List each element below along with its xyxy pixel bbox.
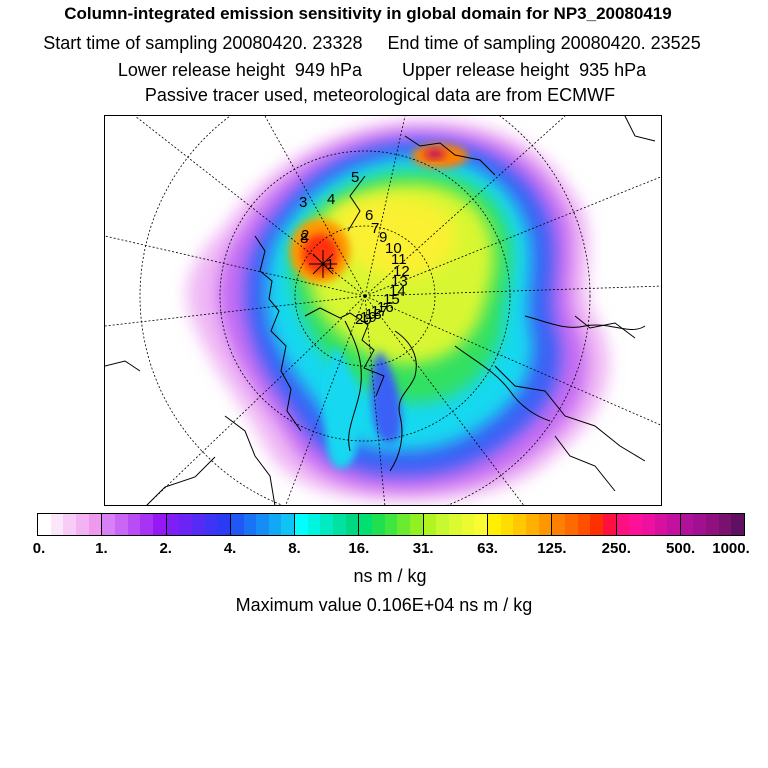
map-title: Column-integrated emission sensitivity i… bbox=[64, 4, 672, 23]
trajectory-label-8: 8 bbox=[300, 230, 308, 247]
colorbar-cell bbox=[281, 514, 296, 535]
trajectory-label-11: 11 bbox=[391, 251, 407, 268]
colorbar-tick-label: 1. bbox=[95, 540, 108, 557]
colorbar-cell bbox=[333, 514, 346, 535]
colorbar-cell bbox=[256, 514, 269, 535]
colorbar-tick-label: 63. bbox=[477, 540, 498, 557]
colorbar-cell bbox=[577, 514, 591, 535]
trajectory-label-4: 4 bbox=[327, 191, 335, 208]
colorbar-cell bbox=[307, 514, 321, 535]
colorbar-cell bbox=[500, 514, 514, 535]
trajectory-label-6: 6 bbox=[365, 207, 373, 224]
colorbar-cell bbox=[718, 514, 732, 535]
trajectory-label-19: 19 bbox=[360, 309, 377, 326]
colorbar-cell bbox=[654, 514, 668, 535]
trajectory-label-18: 18 bbox=[365, 306, 382, 323]
colorbar-tick-label: 250. bbox=[601, 540, 631, 557]
trajectory-label-10: 10 bbox=[385, 240, 402, 257]
colorbar-cell bbox=[384, 514, 398, 535]
colorbar-cell bbox=[88, 514, 103, 535]
colorbar-cell bbox=[693, 514, 707, 535]
colorbar-cell bbox=[243, 514, 257, 535]
colorbar-cell bbox=[564, 514, 578, 535]
colorbar-cell bbox=[114, 514, 128, 535]
colorbar-cell bbox=[397, 514, 411, 535]
colorbar-cell bbox=[345, 514, 360, 535]
colorbar-tick-label: 125. bbox=[537, 540, 567, 557]
colorbar-cell bbox=[204, 514, 218, 535]
trajectory-label-2: 2 bbox=[301, 227, 309, 244]
colorbar-cell bbox=[102, 514, 115, 535]
colorbar-cell bbox=[423, 514, 437, 535]
maximum-value-text: Maximum value 0.106E+04 ns m / kg bbox=[235, 595, 533, 615]
colorbar-cell bbox=[152, 514, 167, 535]
colorbar-cell bbox=[449, 514, 462, 535]
colorbar-tick-label: 0. bbox=[32, 540, 46, 557]
sampling-time-line: Start time of sampling 20080420. 23328 E… bbox=[43, 33, 701, 53]
colorbar-tick-label: 8. bbox=[288, 540, 301, 557]
colorbar-cell bbox=[629, 514, 642, 535]
colorbar bbox=[37, 513, 745, 536]
colorbar-cell bbox=[525, 514, 539, 535]
release-height-line: Lower release height 949 hPa Upper relea… bbox=[117, 60, 647, 80]
trajectory-label-5: 5 bbox=[351, 169, 359, 186]
colorbar-tick-label: 31. bbox=[412, 540, 434, 557]
trajectory-label-15: 15 bbox=[383, 291, 400, 308]
emission-field bbox=[186, 120, 610, 502]
colorbar-cell bbox=[320, 514, 334, 535]
trajectory-label-17: 17 bbox=[371, 303, 388, 320]
colorbar-cell bbox=[140, 514, 153, 535]
colorbar-cell bbox=[667, 514, 681, 535]
colorbar-cell bbox=[410, 514, 424, 535]
colorbar-cell bbox=[75, 514, 89, 535]
colorbar-cell bbox=[127, 514, 141, 535]
colorbar-cell bbox=[706, 514, 719, 535]
colorbar-cell bbox=[641, 514, 655, 535]
map-svg: 1 2 3 4 5 6 7 8 9 10 11 12 13 14 15 16 1… bbox=[105, 116, 661, 505]
colorbar-cell bbox=[680, 514, 694, 535]
release-point-marker bbox=[309, 250, 337, 278]
tracer-info-line: Passive tracer used, meteorological data… bbox=[144, 85, 616, 105]
colorbar-cell bbox=[602, 514, 617, 535]
trajectory-label-9: 9 bbox=[379, 229, 387, 246]
colorbar-cell bbox=[616, 514, 630, 535]
colorbar-cell bbox=[487, 514, 501, 535]
colorbar-tick-label: 1000. bbox=[712, 540, 750, 557]
colorbar-cell bbox=[359, 514, 373, 535]
colorbar-tick-label: 2. bbox=[159, 540, 172, 557]
trajectory-label-3: 3 bbox=[299, 194, 307, 211]
coastlines bbox=[105, 116, 656, 505]
colorbar-cell bbox=[474, 514, 488, 535]
colorbar-cell bbox=[513, 514, 526, 535]
colorbar-tick-label: 500. bbox=[666, 540, 696, 557]
trajectory-label-13: 13 bbox=[391, 273, 408, 290]
colorbar-cell bbox=[461, 514, 475, 535]
colorbar-cell bbox=[230, 514, 244, 535]
colorbar-cell bbox=[166, 514, 180, 535]
colorbar-cell bbox=[268, 514, 282, 535]
trajectory-label-7: 7 bbox=[371, 220, 379, 237]
colorbar-cell bbox=[538, 514, 553, 535]
colorbar-cell bbox=[217, 514, 231, 535]
colorbar-cell bbox=[191, 514, 205, 535]
colorbar-cell bbox=[50, 514, 64, 535]
colorbar-cell bbox=[436, 514, 449, 535]
colorbar-cell bbox=[295, 514, 308, 535]
colorbar-cell bbox=[552, 514, 565, 535]
graticule bbox=[105, 116, 661, 505]
colorbar-cell bbox=[38, 514, 51, 535]
colorbar-cell bbox=[731, 514, 745, 535]
colorbar-cell bbox=[372, 514, 385, 535]
trajectory-label-12: 12 bbox=[393, 263, 410, 280]
trajectory-label-20: 20 bbox=[355, 311, 372, 328]
colorbar-cell bbox=[590, 514, 603, 535]
colorbar-tick-label: 4. bbox=[223, 540, 237, 557]
colorbar-cell bbox=[63, 514, 76, 535]
sensitivity-map: 1 2 3 4 5 6 7 8 9 10 11 12 13 14 15 16 1… bbox=[104, 115, 662, 506]
colorbar-tick-label: 16. bbox=[348, 540, 370, 557]
trajectory-label-16: 16 bbox=[377, 299, 394, 316]
trajectory-label-14: 14 bbox=[389, 283, 406, 300]
colorbar-cell bbox=[179, 514, 192, 535]
colorbar-unit: ns m / kg bbox=[353, 566, 427, 586]
